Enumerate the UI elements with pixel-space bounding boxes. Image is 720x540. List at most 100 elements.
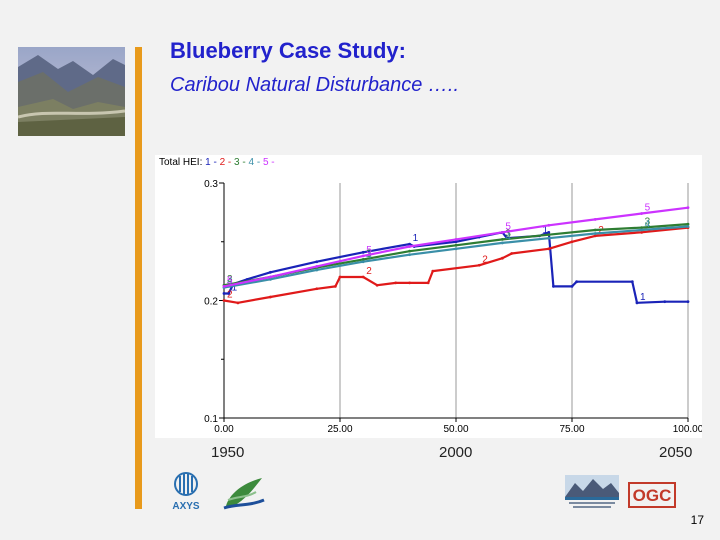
series-point-2: [236, 301, 240, 305]
series-label-1: 1: [543, 225, 549, 236]
series-point-1: [227, 292, 231, 295]
chart-plot: 0.10.20.30.00 25.00 50.00 75.00 100.00111122…: [204, 179, 702, 435]
leaf-swoosh-logo: [220, 470, 268, 517]
ogc-logo: OGC: [628, 482, 676, 513]
series-point-1: [552, 285, 555, 288]
series-label-1: 1: [232, 282, 238, 293]
series-point-2: [408, 281, 411, 285]
series-label-5: 5: [227, 275, 233, 286]
series-point-2: [394, 281, 398, 285]
legend-entry-4: 4 -: [245, 157, 261, 168]
year-start-label: 1950: [211, 444, 245, 461]
chart-title: Total HEI:: [159, 157, 203, 168]
page-number: 17: [690, 513, 704, 527]
series-point-1: [547, 230, 551, 234]
series-point-4: [501, 241, 504, 245]
series-point-3: [593, 228, 597, 232]
series-point-5: [222, 285, 226, 288]
northern-rockies-logo: [565, 475, 619, 514]
series-line-2: [223, 226, 689, 304]
series-point-2: [375, 283, 379, 287]
series-label-2: 2: [366, 266, 372, 277]
series-point-3: [501, 238, 504, 241]
series-point-5: [501, 230, 504, 234]
series-point-4: [408, 253, 411, 257]
series-label-4: 4: [505, 232, 511, 243]
series-point-4: [454, 247, 458, 251]
series-point-4: [361, 260, 365, 264]
mountain-valley-photo: [18, 47, 125, 136]
series-point-2: [510, 252, 514, 255]
series-point-2: [640, 230, 643, 234]
svg-text:OGC: OGC: [633, 486, 672, 505]
chart-legend: Total HEI: 1 - 2 - 3 - 4 - 5 -: [159, 157, 275, 168]
svg-text:AXYS: AXYS: [172, 501, 200, 512]
series-point-2: [501, 256, 504, 260]
series-label-4: 4: [366, 251, 372, 262]
series-point-1: [570, 285, 574, 288]
series-point-1: [269, 270, 272, 274]
legend-entry-2: 2 -: [216, 157, 232, 168]
series-point-2: [338, 275, 342, 279]
series-point-1: [222, 292, 226, 295]
series-point-5: [315, 265, 319, 268]
x-tick-label: 25.00: [327, 424, 352, 435]
series-label-5: 5: [645, 203, 651, 214]
series-label-2: 2: [227, 290, 233, 301]
slide-subtitle: Caribou Natural Disturbance …..: [170, 74, 460, 96]
series-label-3: 3: [505, 228, 511, 239]
series-point-5: [408, 245, 411, 248]
series-point-1: [575, 280, 579, 284]
year-end-label: 2050: [659, 444, 693, 461]
series-label-2: 2: [482, 254, 488, 265]
series-label-4: 4: [227, 277, 233, 288]
y-tick-label: 0.1: [204, 414, 218, 425]
series-point-4: [640, 228, 643, 232]
series-point-4: [269, 277, 272, 281]
series-point-2: [222, 299, 226, 302]
series-point-1: [408, 242, 411, 246]
series-point-5: [547, 223, 551, 227]
series-point-5: [686, 206, 690, 210]
series-point-2: [431, 269, 435, 273]
series-point-5: [593, 218, 597, 221]
series-point-1: [454, 240, 458, 244]
series-point-3: [547, 233, 551, 237]
x-tick-label: 50.00: [443, 424, 468, 435]
series-point-5: [361, 254, 365, 258]
x-tick-label: 75.00: [559, 424, 584, 435]
legend-entry-5: 5 -: [260, 157, 275, 168]
series-point-1: [315, 260, 319, 264]
series-point-3: [454, 243, 458, 247]
series-point-2: [333, 285, 337, 288]
series-label-5: 5: [366, 245, 372, 256]
series-point-2: [426, 281, 430, 285]
series-label-3: 3: [645, 217, 651, 228]
x-tick-label: 0.00: [214, 424, 234, 435]
series-point-2: [547, 247, 551, 251]
x-tick-label: 100.00: [673, 424, 702, 435]
series-point-3: [408, 249, 411, 253]
series-label-5: 5: [505, 221, 511, 232]
series-point-1: [686, 300, 690, 304]
series-point-2: [593, 234, 597, 238]
series-point-1: [361, 250, 365, 254]
series-point-5: [454, 238, 458, 241]
series-point-5: [269, 275, 272, 279]
series-label-1: 1: [640, 292, 646, 303]
series-label-4: 4: [645, 219, 651, 230]
series-point-2: [315, 287, 319, 291]
series-point-1: [635, 301, 639, 305]
hei-chart: Total HEI: 1 - 2 - 3 - 4 - 5 - 0.1 0.2 0.3…: [155, 155, 702, 438]
series-point-3: [686, 222, 690, 226]
legend-entry-3: 3 -: [231, 157, 246, 168]
series-point-3: [361, 257, 365, 261]
series-point-4: [547, 236, 551, 240]
y-tick-label: 0.2: [204, 297, 218, 308]
legend-entry-1: 1 -: [205, 157, 217, 168]
series-point-4: [686, 225, 690, 228]
series-label-1: 1: [413, 233, 419, 244]
series-point-5: [640, 212, 643, 215]
year-mid-label: 2000: [439, 444, 473, 461]
series-point-2: [361, 275, 365, 279]
